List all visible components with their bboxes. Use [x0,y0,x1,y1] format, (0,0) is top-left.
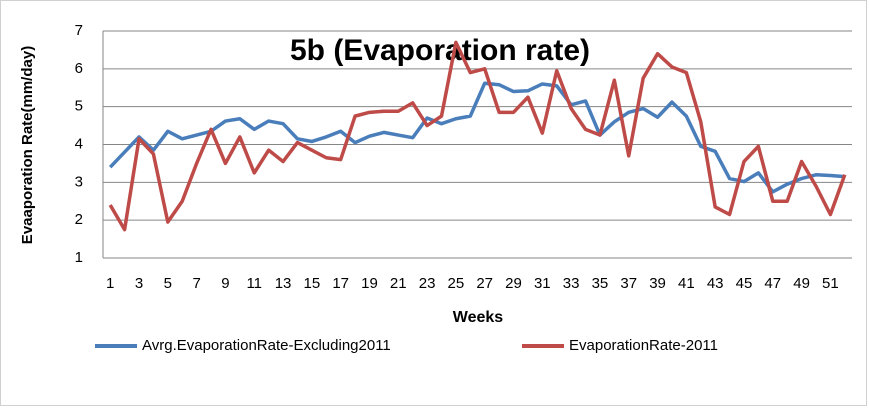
y-tick-label: 3 [75,173,83,190]
y-tick-label: 1 [75,249,83,266]
x-tick-label: 7 [192,275,200,292]
series-line [108,81,845,194]
x-tick-label: 29 [505,275,522,292]
x-tick-label: 3 [135,275,143,292]
x-tick-label: 31 [534,275,551,292]
y-tick-label: 4 [75,135,83,152]
y-tick-label: 6 [75,60,83,77]
x-tick-label: 5 [164,275,172,292]
x-tick-label: 9 [221,275,229,292]
x-tick-label: 27 [476,275,493,292]
x-tick-label: 1 [106,275,114,292]
x-tick-label: 39 [649,275,666,292]
x-tick-label: 33 [563,275,580,292]
x-tick-label: 25 [448,275,465,292]
x-tick-label: 47 [764,275,781,292]
y-tick-label: 7 [75,22,83,39]
x-tick-label: 45 [736,275,753,292]
x-tick-label: 13 [275,275,292,292]
chart-title: 5b (Evaporation rate) [290,34,590,67]
legend-label: EvaporationRate-2011 [569,337,718,354]
x-tick-label: 19 [361,275,378,292]
x-tick-label: 49 [793,275,810,292]
y-tick-label: 5 [75,98,83,115]
x-tick-label: 41 [678,275,695,292]
y-axis-label: Evaaporation Rate(mm/day) [19,46,36,244]
legend-label: Avrg.EvaporationRate-Excluding2011 [142,337,391,354]
x-tick-label: 43 [707,275,724,292]
x-tick-label: 21 [390,275,407,292]
x-tick-label: 15 [304,275,321,292]
x-tick-label: 17 [332,275,349,292]
series-line [108,40,847,232]
x-axis-label: Weeks [453,309,504,326]
x-tick-label: 35 [592,275,609,292]
y-tick-label: 2 [75,211,83,228]
x-tick-label: 23 [419,275,436,292]
x-tick-label: 51 [822,275,839,292]
x-tick-label: 37 [620,275,637,292]
x-tick-label: 11 [246,275,262,292]
